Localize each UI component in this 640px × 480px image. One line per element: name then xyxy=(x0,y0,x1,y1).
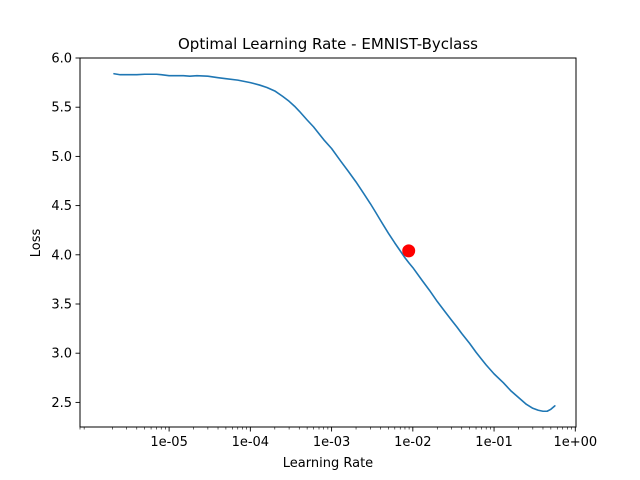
y-tick-label: 5.5 xyxy=(51,101,72,116)
axes-frame xyxy=(79,57,577,428)
y-tick-label: 4.0 xyxy=(51,248,72,263)
y-tick-label: 3.0 xyxy=(51,347,72,362)
loss-series-line-0 xyxy=(113,72,556,413)
chart-title: Optimal Learning Rate - EMNIST-Byclass xyxy=(178,35,478,53)
y-tick-label: 4.5 xyxy=(51,199,72,214)
x-axis-label: Learning Rate xyxy=(283,456,373,471)
x-tick-label: 1e-05 xyxy=(150,435,188,450)
x-tick-label: 1e-03 xyxy=(313,435,351,450)
ticks-layer: 1e-05 1e-04 1e-03 1e-02 1e-01 1e+00 6.0 5.5 5.0 4… xyxy=(51,52,597,451)
optimal-lr-marker xyxy=(402,244,416,258)
y-tick-label: 6.0 xyxy=(51,52,72,67)
x-tick-label: 1e-01 xyxy=(475,435,513,450)
x-tick-label: 1e-04 xyxy=(232,435,270,450)
series-layer xyxy=(113,72,556,413)
x-tick-label: 1e-02 xyxy=(394,435,432,450)
y-axis-label: Loss xyxy=(29,229,44,258)
y-tick-label: 5.0 xyxy=(51,150,72,165)
y-tick-label: 2.5 xyxy=(51,396,72,411)
y-tick-label: 3.5 xyxy=(51,298,72,313)
x-tick-label: 1e+00 xyxy=(553,435,597,450)
